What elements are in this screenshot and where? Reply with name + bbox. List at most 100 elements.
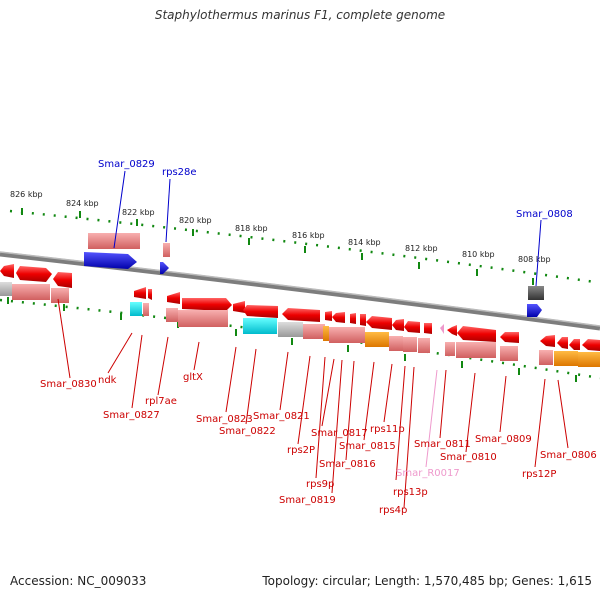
product-bar-orange bbox=[323, 326, 329, 341]
product-bar bbox=[445, 342, 455, 356]
gene-arrow bbox=[16, 266, 52, 282]
product-bar bbox=[0, 282, 12, 296]
gene-label: Smar_0827 bbox=[103, 410, 160, 421]
gene-arrow bbox=[404, 321, 420, 333]
callout-lines-top bbox=[113, 170, 542, 287]
gene-smar-r0017 bbox=[440, 324, 444, 334]
gene-label: rps12P bbox=[522, 469, 556, 480]
forward-features[interactable] bbox=[84, 233, 544, 317]
callout-lines-bottom bbox=[57, 298, 569, 509]
gene-rps28e-product bbox=[163, 243, 170, 257]
kbp-label: 822 kbp bbox=[122, 208, 155, 217]
gene-arrow bbox=[366, 316, 392, 330]
product-bar bbox=[456, 342, 496, 358]
reverse-features[interactable] bbox=[0, 264, 600, 367]
gene-arrow bbox=[282, 308, 320, 322]
gene-arrow bbox=[148, 289, 152, 300]
product-bar bbox=[329, 327, 365, 343]
gene-smar-0808-product bbox=[528, 286, 544, 300]
gene-arrow bbox=[325, 311, 332, 321]
gene-label: Smar_0815 bbox=[339, 441, 396, 452]
gene-arrow bbox=[350, 313, 356, 324]
gene-label: Smar_0817 bbox=[311, 428, 368, 439]
product-bar bbox=[500, 346, 518, 361]
product-bar-orange bbox=[365, 332, 389, 347]
gene-arrow bbox=[500, 332, 519, 343]
gene-label: gltX bbox=[183, 372, 203, 383]
kbp-label: 808 kbp bbox=[518, 255, 551, 264]
gene-label: Smar_0822 bbox=[219, 426, 276, 437]
gene-label: Smar_0819 bbox=[279, 495, 336, 506]
gene-label: Smar_0806 bbox=[540, 450, 597, 461]
kbp-label: 824 kbp bbox=[66, 199, 99, 208]
kbp-label: 816 kbp bbox=[292, 231, 325, 240]
major-ticks-top bbox=[21, 208, 534, 285]
gene-arrow bbox=[332, 312, 345, 323]
kbp-label: 810 kbp bbox=[462, 250, 495, 259]
gene-arrow bbox=[360, 314, 366, 326]
gene-rps28e bbox=[160, 262, 169, 274]
kbp-label: 818 kbp bbox=[235, 224, 268, 233]
product-bar bbox=[418, 338, 430, 353]
gene-label: Smar_0816 bbox=[319, 459, 376, 470]
gene-arrow bbox=[167, 292, 180, 304]
gene-smar-0808 bbox=[527, 304, 542, 317]
gene-arrow bbox=[457, 326, 496, 342]
accession-text: Accession: NC_009033 bbox=[10, 574, 147, 588]
gene-label: Smar_0811 bbox=[414, 439, 471, 450]
product-bar-orange bbox=[578, 352, 600, 367]
gene-arrow bbox=[447, 325, 457, 336]
gene-label: Smar_0808 bbox=[516, 209, 573, 220]
product-bar bbox=[51, 288, 69, 303]
gene-arrow bbox=[569, 339, 580, 350]
gene-label: Smar_R0017 bbox=[396, 468, 460, 479]
kbp-axis-labels: 826 kbp 824 kbp 822 kbp 820 kbp 818 kbp … bbox=[10, 190, 551, 264]
gene-arrow bbox=[134, 287, 146, 299]
bottom-gene-labels[interactable]: Smar_0830 ndk Smar_0827 rpl7ae gltX Smar… bbox=[40, 372, 597, 516]
gene-arrow bbox=[182, 298, 232, 311]
gene-smar-0829-product bbox=[88, 233, 140, 249]
gene-label: Smar_0809 bbox=[475, 434, 532, 445]
scale-track-top bbox=[9, 209, 596, 284]
gene-label: rps28e bbox=[162, 167, 197, 178]
callout-line-r0017 bbox=[425, 369, 438, 468]
gene-arrow bbox=[53, 272, 72, 288]
product-bar bbox=[303, 324, 325, 339]
gene-label: Smar_0830 bbox=[40, 379, 97, 390]
gene-arrow bbox=[392, 319, 404, 331]
gene-arrow bbox=[424, 323, 432, 334]
genome-title: Staphylothermus marinus F1, complete gen… bbox=[154, 8, 446, 22]
product-bar-cyan bbox=[243, 318, 277, 334]
product-bar bbox=[539, 350, 553, 365]
gene-label: Smar_0829 bbox=[98, 159, 155, 170]
product-bar-gray bbox=[278, 322, 303, 337]
kbp-label: 826 kbp bbox=[10, 190, 43, 199]
gene-label: rps2P bbox=[287, 445, 315, 456]
gene-label: rps9p bbox=[306, 479, 334, 490]
gene-label: Smar_0821 bbox=[253, 411, 310, 422]
gene-label: rps4p bbox=[379, 505, 407, 516]
top-gene-labels[interactable]: Smar_0829 rps28e Smar_0808 bbox=[98, 159, 573, 220]
gene-label: rpl7ae bbox=[145, 396, 177, 407]
product-bar bbox=[143, 303, 149, 316]
gene-arrow bbox=[582, 339, 600, 351]
product-bar-orange bbox=[554, 351, 578, 366]
gene-arrow bbox=[557, 337, 568, 349]
kbp-label: 814 kbp bbox=[348, 238, 381, 247]
kbp-label: 812 kbp bbox=[405, 244, 438, 253]
product-bar bbox=[178, 310, 228, 327]
product-bar bbox=[166, 308, 178, 322]
product-bar bbox=[389, 336, 403, 351]
gene-label: ndk bbox=[98, 375, 117, 386]
gene-arrow bbox=[233, 301, 245, 313]
gene-arrow bbox=[0, 264, 14, 278]
product-bar bbox=[403, 337, 417, 352]
gene-label: rps13p bbox=[393, 487, 428, 498]
kbp-label: 820 kbp bbox=[179, 216, 212, 225]
product-bar-cyan bbox=[130, 302, 142, 316]
gene-arrow bbox=[540, 335, 555, 347]
gene-smar-0829 bbox=[84, 252, 137, 269]
genome-summary-text: Topology: circular; Length: 1,570,485 bp… bbox=[262, 574, 592, 588]
gene-label: Smar_0810 bbox=[440, 452, 497, 463]
